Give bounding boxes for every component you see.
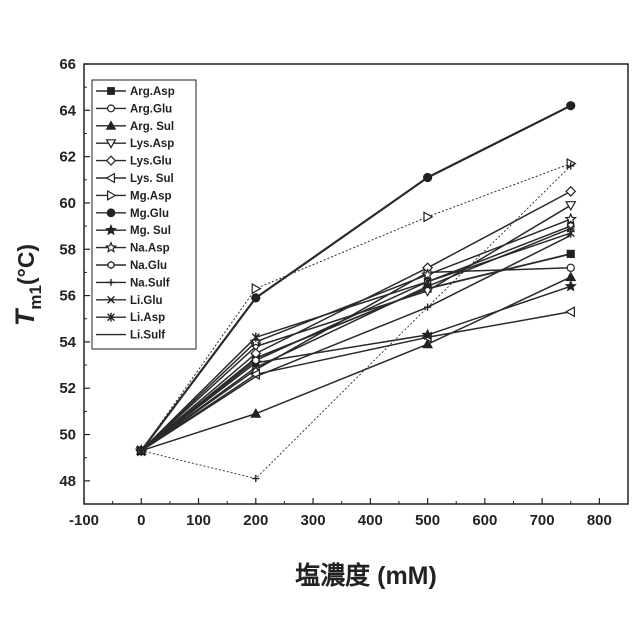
- legend-label: Lys. Sul: [130, 173, 174, 185]
- data-point-marker: [107, 209, 115, 217]
- x-tick-label: 800: [587, 512, 612, 529]
- data-point-marker: [567, 264, 574, 271]
- y-tick-label: 54: [59, 334, 76, 351]
- legend-label: Lys.Glu: [130, 156, 172, 168]
- legend-label: Arg.Asp: [130, 86, 175, 98]
- x-tick-label: 600: [472, 512, 497, 529]
- y-axis-label-unit: (°C): [13, 244, 39, 285]
- data-point-marker: [108, 88, 115, 95]
- x-tick-label: 400: [358, 512, 383, 529]
- x-tick-label: 300: [301, 512, 326, 529]
- legend-label: Li.Sulf: [130, 330, 165, 342]
- y-tick-label: 48: [59, 473, 76, 490]
- legend-item: Mg.Asp: [96, 190, 172, 202]
- y-tick-label: 50: [59, 427, 76, 444]
- x-tick-label: 200: [243, 512, 268, 529]
- legend: Arg.Asp Arg.Glu Arg. Sul Lys.Asp Lys.Glu Lys.…: [92, 80, 196, 349]
- y-tick-label: 56: [59, 288, 76, 305]
- data-point-marker: [252, 294, 260, 302]
- y-tick-label: 58: [59, 241, 76, 258]
- x-tick-label: 0: [137, 512, 145, 529]
- legend-label: Na.Glu: [130, 260, 167, 272]
- legend-label: Lys.Asp: [130, 138, 174, 150]
- y-tick-label: 60: [59, 195, 76, 212]
- data-point-marker: [567, 250, 574, 257]
- x-tick-label: 500: [415, 512, 440, 529]
- legend-label: Na.Sulf: [130, 277, 170, 289]
- x-tick-label: -100: [69, 512, 99, 529]
- legend-label: Arg. Sul: [130, 121, 174, 133]
- y-tick-label: 62: [59, 149, 76, 166]
- legend-label: Mg. Sul: [130, 225, 171, 237]
- x-tick-label: 100: [186, 512, 211, 529]
- legend-label: Li.Asp: [130, 312, 165, 324]
- y-tick-label: 64: [59, 102, 76, 119]
- y-tick-label: 52: [59, 380, 76, 397]
- legend-label: Na.Asp: [130, 243, 170, 255]
- y-tick-label: 66: [59, 56, 76, 73]
- legend-label: Mg.Glu: [130, 208, 169, 220]
- legend-label: Arg.Glu: [130, 103, 172, 115]
- data-point-marker: [423, 173, 431, 181]
- legend-label: Mg.Asp: [130, 190, 172, 202]
- data-point-marker: [108, 105, 115, 112]
- legend-label: Li.Glu: [130, 295, 163, 307]
- data-point-marker: [253, 357, 259, 364]
- x-axis-label: 塩濃度 (mM): [295, 561, 437, 590]
- data-point-marker: [567, 102, 575, 110]
- x-tick-label: 700: [530, 512, 555, 529]
- data-point-marker: [108, 262, 114, 269]
- y-axis-label-sub: m1: [26, 285, 45, 310]
- chart: -100 0 100 200 300 400 500 600 700 800 48 50 52 54 56 5…: [0, 0, 640, 640]
